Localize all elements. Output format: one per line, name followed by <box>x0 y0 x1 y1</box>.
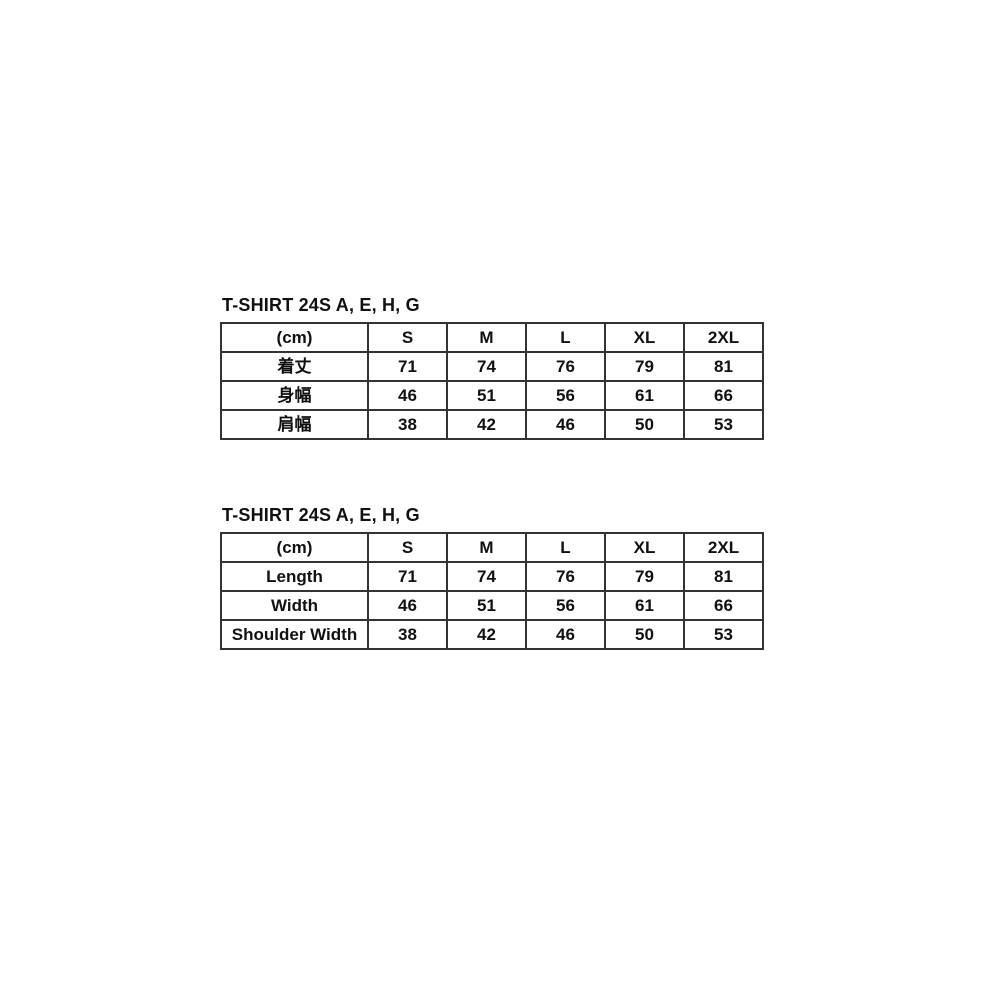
value-cell: 74 <box>446 561 527 592</box>
value-cell: 74 <box>446 351 527 382</box>
value-cell: 61 <box>604 380 685 411</box>
value-cell: 46 <box>525 619 606 650</box>
table-row: Width 46 51 56 61 66 <box>220 590 764 621</box>
size-col-header: M <box>446 532 527 563</box>
row-label-cell: 身幅 <box>220 380 369 411</box>
size-chart-english: T-SHIRT 24S A, E, H, G (cm) S M L XL 2XL… <box>220 504 780 650</box>
table-row: 身幅 46 51 56 61 66 <box>220 380 764 411</box>
value-cell: 50 <box>604 409 685 440</box>
size-table: (cm) S M L XL 2XL Length 71 74 76 79 81 … <box>220 532 764 650</box>
value-cell: 51 <box>446 380 527 411</box>
size-col-header: M <box>446 322 527 353</box>
value-cell: 38 <box>367 409 448 440</box>
row-label-cell: Length <box>220 561 369 592</box>
size-col-header: S <box>367 532 448 563</box>
size-col-header: L <box>525 322 606 353</box>
size-col-header: L <box>525 532 606 563</box>
value-cell: 53 <box>683 619 764 650</box>
value-cell: 42 <box>446 409 527 440</box>
size-col-header: 2XL <box>683 322 764 353</box>
value-cell: 56 <box>525 380 606 411</box>
value-cell: 81 <box>683 561 764 592</box>
value-cell: 66 <box>683 380 764 411</box>
value-cell: 38 <box>367 619 448 650</box>
value-cell: 56 <box>525 590 606 621</box>
value-cell: 53 <box>683 409 764 440</box>
size-col-header: XL <box>604 322 685 353</box>
chart-title: T-SHIRT 24S A, E, H, G <box>222 295 420 315</box>
value-cell: 50 <box>604 619 685 650</box>
header-row: (cm) S M L XL 2XL <box>220 322 764 353</box>
value-cell: 61 <box>604 590 685 621</box>
value-cell: 71 <box>367 351 448 382</box>
size-col-header: S <box>367 322 448 353</box>
value-cell: 79 <box>604 561 685 592</box>
table-row: 着丈 71 74 76 79 81 <box>220 351 764 382</box>
value-cell: 66 <box>683 590 764 621</box>
unit-header-cell: (cm) <box>220 532 369 563</box>
table-row: Length 71 74 76 79 81 <box>220 561 764 592</box>
unit-header-cell: (cm) <box>220 322 369 353</box>
table-row: Shoulder Width 38 42 46 50 53 <box>220 619 764 650</box>
header-row: (cm) S M L XL 2XL <box>220 532 764 563</box>
row-label-cell: Shoulder Width <box>220 619 369 650</box>
row-label-cell: Width <box>220 590 369 621</box>
value-cell: 71 <box>367 561 448 592</box>
table-row: 肩幅 38 42 46 50 53 <box>220 409 764 440</box>
size-chart-japanese: T-SHIRT 24S A, E, H, G (cm) S M L XL 2XL… <box>220 294 780 440</box>
value-cell: 76 <box>525 351 606 382</box>
value-cell: 51 <box>446 590 527 621</box>
size-col-header: XL <box>604 532 685 563</box>
size-table: (cm) S M L XL 2XL 着丈 71 74 76 79 81 身幅 4… <box>220 322 764 440</box>
value-cell: 76 <box>525 561 606 592</box>
value-cell: 79 <box>604 351 685 382</box>
value-cell: 42 <box>446 619 527 650</box>
value-cell: 46 <box>525 409 606 440</box>
value-cell: 46 <box>367 380 448 411</box>
size-col-header: 2XL <box>683 532 764 563</box>
row-label-cell: 肩幅 <box>220 409 369 440</box>
row-label-cell: 着丈 <box>220 351 369 382</box>
value-cell: 81 <box>683 351 764 382</box>
chart-title: T-SHIRT 24S A, E, H, G <box>222 505 420 525</box>
value-cell: 46 <box>367 590 448 621</box>
